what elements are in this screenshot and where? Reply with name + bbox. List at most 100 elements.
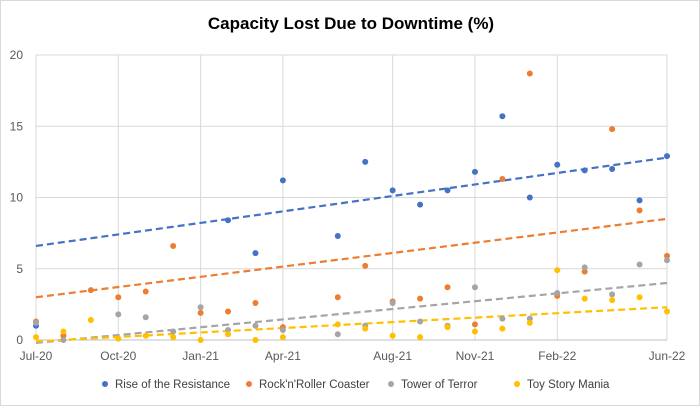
y-tick-label: 15 [10, 119, 24, 133]
data-point [499, 325, 506, 332]
data-point [197, 309, 204, 316]
trendline [35, 281, 668, 344]
x-tick-label: Nov-21 [456, 349, 495, 363]
x-tick-label: Feb-22 [538, 349, 576, 363]
data-point [334, 331, 341, 338]
data-point [417, 201, 424, 208]
x-tick-label: Jul-20 [20, 349, 53, 363]
data-point [499, 113, 506, 120]
data-point [664, 257, 670, 264]
data-point [636, 294, 643, 301]
data-point [499, 175, 506, 182]
data-point [417, 334, 424, 341]
data-point [444, 187, 451, 194]
x-tick-label: Oct-20 [100, 349, 136, 363]
data-point [389, 332, 396, 339]
data-point [664, 252, 670, 259]
data-point [636, 197, 643, 204]
legend-label: Toy Story Mania [527, 379, 610, 391]
data-point [252, 322, 259, 329]
data-point [225, 308, 232, 315]
data-point [170, 242, 177, 249]
legend-marker [388, 381, 394, 387]
trendlines [35, 156, 668, 344]
data-point [471, 321, 478, 328]
data-point [526, 319, 533, 326]
trendline [35, 217, 668, 299]
data-point [581, 264, 588, 271]
data-point [142, 332, 149, 339]
legend-marker [246, 381, 252, 387]
trendline [35, 306, 668, 343]
data-point [581, 295, 588, 302]
y-tick-label: 5 [16, 262, 23, 276]
data-point [609, 297, 616, 304]
data-point [444, 284, 451, 291]
data-point [664, 153, 670, 160]
data-point [636, 261, 643, 268]
data-point [252, 250, 259, 257]
data-point [417, 295, 424, 302]
data-point [389, 299, 396, 306]
data-point [142, 288, 149, 295]
data-point [87, 287, 94, 294]
data-point [142, 314, 149, 321]
data-point [581, 167, 588, 174]
data-point [60, 337, 67, 343]
legend-label: Rock'n'Roller Coaster [259, 379, 370, 391]
data-point [225, 331, 232, 338]
data-point [225, 217, 232, 224]
data-point [526, 194, 533, 201]
data-point [279, 334, 286, 341]
data-point [554, 289, 561, 296]
data-point [115, 311, 122, 318]
grid-lines [35, 54, 668, 341]
data-point [197, 337, 204, 343]
data-point [334, 321, 341, 328]
data-point [581, 268, 588, 275]
data-point [417, 318, 424, 325]
data-point [444, 324, 451, 331]
data-point [60, 328, 67, 335]
data-point [33, 319, 39, 326]
data-point [499, 315, 506, 322]
data-point [334, 294, 341, 301]
data-point [554, 267, 561, 274]
data-point [471, 168, 478, 175]
y-tick-label: 10 [10, 191, 24, 205]
y-tick-label: 20 [10, 48, 24, 62]
data-point [60, 332, 67, 339]
data-point [334, 232, 341, 239]
data-point [389, 187, 396, 194]
data-point [471, 328, 478, 335]
data-point [636, 207, 643, 214]
data-point [225, 327, 232, 334]
trendline [35, 156, 668, 248]
data-point [252, 337, 259, 343]
data-point [554, 161, 561, 168]
data-point [609, 291, 616, 298]
data-point [197, 304, 204, 311]
data-point [362, 325, 369, 332]
x-tick-label: Jun-22 [649, 349, 686, 363]
data-point [471, 284, 478, 291]
data-point [279, 327, 286, 334]
data-point [115, 294, 122, 301]
y-tick-label: 0 [16, 333, 23, 347]
data-points [33, 70, 670, 343]
data-point [252, 299, 259, 306]
data-point [609, 126, 616, 133]
data-point [609, 166, 616, 172]
legend: Rise of the Resistance Rock'n'Roller Coas… [102, 379, 610, 391]
chart-title: Capacity Lost Due to Downtime (%) [208, 14, 494, 33]
data-point [362, 158, 369, 165]
legend-marker [514, 381, 520, 387]
data-point [115, 335, 122, 342]
data-point [664, 308, 670, 315]
data-point [170, 328, 177, 335]
data-point [170, 334, 177, 341]
data-point [362, 262, 369, 269]
legend-label: Rise of the Resistance [115, 379, 230, 391]
